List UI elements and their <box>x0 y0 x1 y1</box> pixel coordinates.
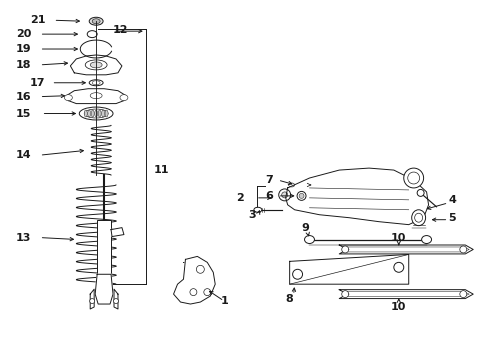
Ellipse shape <box>297 192 305 201</box>
Ellipse shape <box>414 213 422 222</box>
Text: 16: 16 <box>16 92 31 102</box>
Text: 9: 9 <box>301 222 309 233</box>
Text: 19: 19 <box>16 44 31 54</box>
Ellipse shape <box>281 192 287 198</box>
Text: 8: 8 <box>285 294 293 304</box>
Polygon shape <box>289 255 408 284</box>
Ellipse shape <box>84 109 108 118</box>
Ellipse shape <box>341 246 348 253</box>
Ellipse shape <box>253 207 262 212</box>
Text: 12: 12 <box>113 25 128 35</box>
Ellipse shape <box>299 193 304 198</box>
Text: 6: 6 <box>264 191 272 201</box>
FancyBboxPatch shape <box>97 220 111 274</box>
Ellipse shape <box>87 31 97 37</box>
Ellipse shape <box>203 289 210 296</box>
Ellipse shape <box>196 265 204 273</box>
Text: 13: 13 <box>16 233 31 243</box>
Polygon shape <box>66 89 126 104</box>
Ellipse shape <box>90 93 102 99</box>
Polygon shape <box>285 168 427 225</box>
Ellipse shape <box>288 183 294 187</box>
Ellipse shape <box>459 246 466 253</box>
Text: 21: 21 <box>30 15 45 25</box>
Ellipse shape <box>105 110 108 117</box>
Ellipse shape <box>113 298 118 303</box>
Text: 10: 10 <box>390 302 406 312</box>
Ellipse shape <box>459 291 466 298</box>
Ellipse shape <box>84 110 87 117</box>
Text: 14: 14 <box>16 150 31 160</box>
Ellipse shape <box>92 19 100 24</box>
Ellipse shape <box>91 110 94 117</box>
Text: 4: 4 <box>447 195 455 205</box>
Ellipse shape <box>92 81 100 85</box>
Ellipse shape <box>120 95 128 100</box>
Polygon shape <box>339 245 472 254</box>
Ellipse shape <box>416 189 423 196</box>
Ellipse shape <box>87 110 90 117</box>
Text: 17: 17 <box>30 78 45 88</box>
Polygon shape <box>339 290 472 298</box>
Ellipse shape <box>407 172 419 184</box>
Ellipse shape <box>278 189 290 201</box>
Ellipse shape <box>411 210 425 226</box>
Polygon shape <box>111 228 123 237</box>
Ellipse shape <box>79 107 113 120</box>
Ellipse shape <box>89 80 103 86</box>
Text: 15: 15 <box>16 108 31 118</box>
Ellipse shape <box>85 60 107 70</box>
Text: 5: 5 <box>447 213 455 223</box>
Ellipse shape <box>403 168 423 188</box>
Ellipse shape <box>341 291 348 298</box>
Polygon shape <box>70 55 122 75</box>
Text: 1: 1 <box>220 296 227 306</box>
Text: 20: 20 <box>16 29 31 39</box>
Text: 18: 18 <box>16 60 31 70</box>
Ellipse shape <box>292 269 302 279</box>
Ellipse shape <box>393 262 403 272</box>
Text: 3: 3 <box>247 210 255 220</box>
Polygon shape <box>173 256 215 304</box>
Text: 2: 2 <box>236 193 244 203</box>
Polygon shape <box>114 289 118 309</box>
Ellipse shape <box>64 95 72 100</box>
Ellipse shape <box>89 17 103 25</box>
Ellipse shape <box>90 62 102 68</box>
Ellipse shape <box>102 110 104 117</box>
Text: 11: 11 <box>153 165 169 175</box>
Text: 7: 7 <box>264 175 272 185</box>
Ellipse shape <box>98 110 101 117</box>
Polygon shape <box>95 274 113 304</box>
Ellipse shape <box>189 289 197 296</box>
Text: 10: 10 <box>390 233 406 243</box>
Ellipse shape <box>304 235 314 243</box>
Ellipse shape <box>89 298 95 303</box>
Polygon shape <box>90 289 94 309</box>
Ellipse shape <box>421 235 431 243</box>
Ellipse shape <box>95 110 98 117</box>
